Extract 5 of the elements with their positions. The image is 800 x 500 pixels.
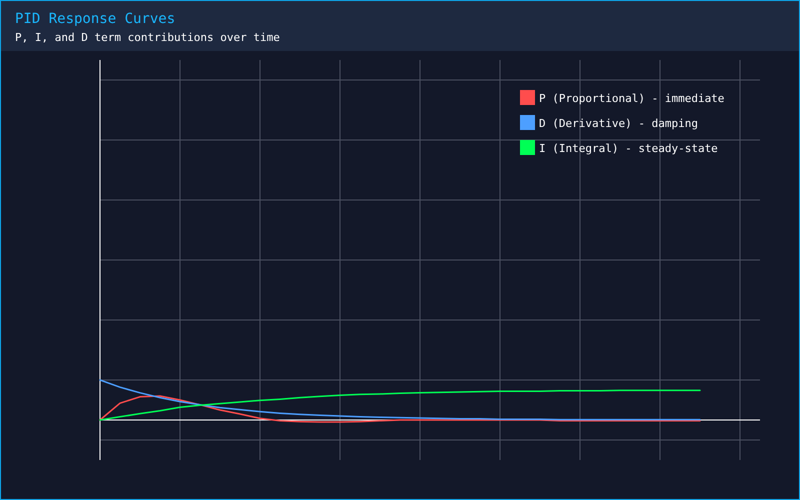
legend-label: I (Integral) - steady-state — [539, 142, 718, 155]
chart-subtitle: P, I, and D term contributions over time — [15, 31, 280, 44]
legend-label: D (Derivative) - damping — [539, 117, 698, 130]
legend-label: P (Proportional) - immediate — [539, 92, 724, 105]
chart-title: PID Response Curves — [15, 11, 176, 27]
